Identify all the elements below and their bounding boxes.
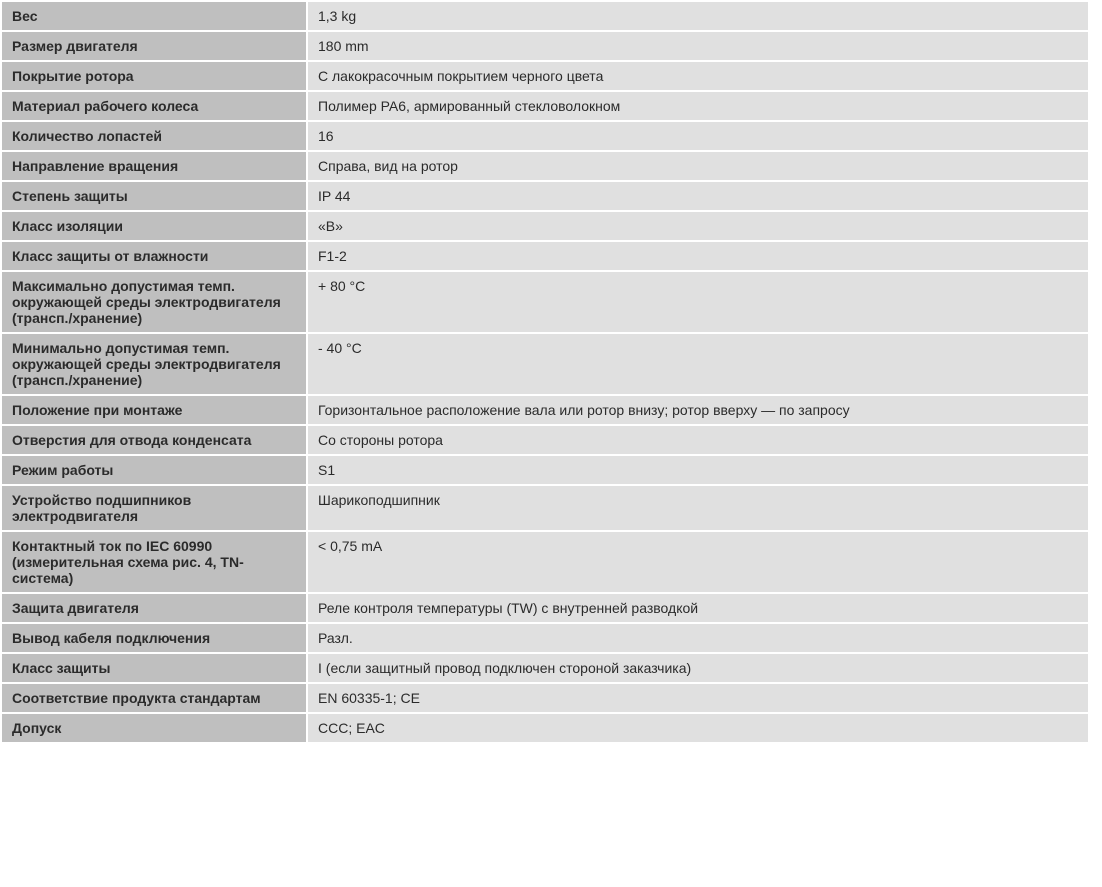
table-row: Направление вращенияСправа, вид на ротор	[1, 151, 1089, 181]
table-row: Устройство подшипников электродвигателяШ…	[1, 485, 1089, 531]
table-row: Контактный ток по IEC 60990 (измерительн…	[1, 531, 1089, 593]
spec-value: 180 mm	[307, 31, 1089, 61]
spec-label: Класс защиты	[1, 653, 307, 683]
spec-label: Максимально допустимая темп. окружающей …	[1, 271, 307, 333]
spec-value: Полимер PA6, армированный стекловолокном	[307, 91, 1089, 121]
table-row: Степень защитыIP 44	[1, 181, 1089, 211]
spec-value: F1-2	[307, 241, 1089, 271]
spec-value: Реле контроля температуры (TW) с внутрен…	[307, 593, 1089, 623]
table-row: Соответствие продукта стандартамEN 60335…	[1, 683, 1089, 713]
table-row: Режим работыS1	[1, 455, 1089, 485]
spec-label: Покрытие ротора	[1, 61, 307, 91]
spec-label: Материал рабочего колеса	[1, 91, 307, 121]
spec-value: + 80 °C	[307, 271, 1089, 333]
spec-value: CCC; EAC	[307, 713, 1089, 743]
spec-label: Положение при монтаже	[1, 395, 307, 425]
table-row: Материал рабочего колесаПолимер PA6, арм…	[1, 91, 1089, 121]
spec-value: Со стороны ротора	[307, 425, 1089, 455]
spec-label: Защита двигателя	[1, 593, 307, 623]
spec-value: EN 60335-1; CE	[307, 683, 1089, 713]
spec-label: Класс изоляции	[1, 211, 307, 241]
spec-label: Режим работы	[1, 455, 307, 485]
spec-label: Степень защиты	[1, 181, 307, 211]
spec-label: Отверстия для отвода конденсата	[1, 425, 307, 455]
table-row: Класс защитыI (если защитный провод подк…	[1, 653, 1089, 683]
spec-label: Вес	[1, 1, 307, 31]
spec-value: С лакокрасочным покрытием черного цвета	[307, 61, 1089, 91]
table-row: Вывод кабеля подключенияРазл.	[1, 623, 1089, 653]
table-row: ДопускCCC; EAC	[1, 713, 1089, 743]
spec-value: «B»	[307, 211, 1089, 241]
spec-value: IP 44	[307, 181, 1089, 211]
spec-value: 16	[307, 121, 1089, 151]
spec-label: Устройство подшипников электродвигателя	[1, 485, 307, 531]
spec-value: Справа, вид на ротор	[307, 151, 1089, 181]
table-row: Класс изоляции«B»	[1, 211, 1089, 241]
spec-value: Разл.	[307, 623, 1089, 653]
table-row: Вес1,3 kg	[1, 1, 1089, 31]
spec-value: I (если защитный провод подключен сторон…	[307, 653, 1089, 683]
table-row: Защита двигателяРеле контроля температур…	[1, 593, 1089, 623]
spec-label: Контактный ток по IEC 60990 (измерительн…	[1, 531, 307, 593]
spec-label: Направление вращения	[1, 151, 307, 181]
specifications-table: Вес1,3 kg Размер двигателя180 mm Покрыти…	[0, 0, 1090, 744]
spec-value: 1,3 kg	[307, 1, 1089, 31]
spec-label: Допуск	[1, 713, 307, 743]
spec-value: Шарикоподшипник	[307, 485, 1089, 531]
table-row: Покрытие ротораС лакокрасочным покрытием…	[1, 61, 1089, 91]
spec-value: - 40 °C	[307, 333, 1089, 395]
spec-label: Количество лопастей	[1, 121, 307, 151]
spec-label: Размер двигателя	[1, 31, 307, 61]
spec-label: Минимально допустимая темп. окружающей с…	[1, 333, 307, 395]
spec-label: Соответствие продукта стандартам	[1, 683, 307, 713]
table-row: Количество лопастей16	[1, 121, 1089, 151]
spec-value: Горизонтальное расположение вала или рот…	[307, 395, 1089, 425]
table-row: Положение при монтажеГоризонтальное расп…	[1, 395, 1089, 425]
spec-value: < 0,75 mA	[307, 531, 1089, 593]
table-row: Класс защиты от влажностиF1-2	[1, 241, 1089, 271]
table-row: Отверстия для отвода конденсатаСо сторон…	[1, 425, 1089, 455]
table-row: Максимально допустимая темп. окружающей …	[1, 271, 1089, 333]
table-row: Размер двигателя180 mm	[1, 31, 1089, 61]
table-row: Минимально допустимая темп. окружающей с…	[1, 333, 1089, 395]
spec-label: Класс защиты от влажности	[1, 241, 307, 271]
spec-label: Вывод кабеля подключения	[1, 623, 307, 653]
spec-value: S1	[307, 455, 1089, 485]
